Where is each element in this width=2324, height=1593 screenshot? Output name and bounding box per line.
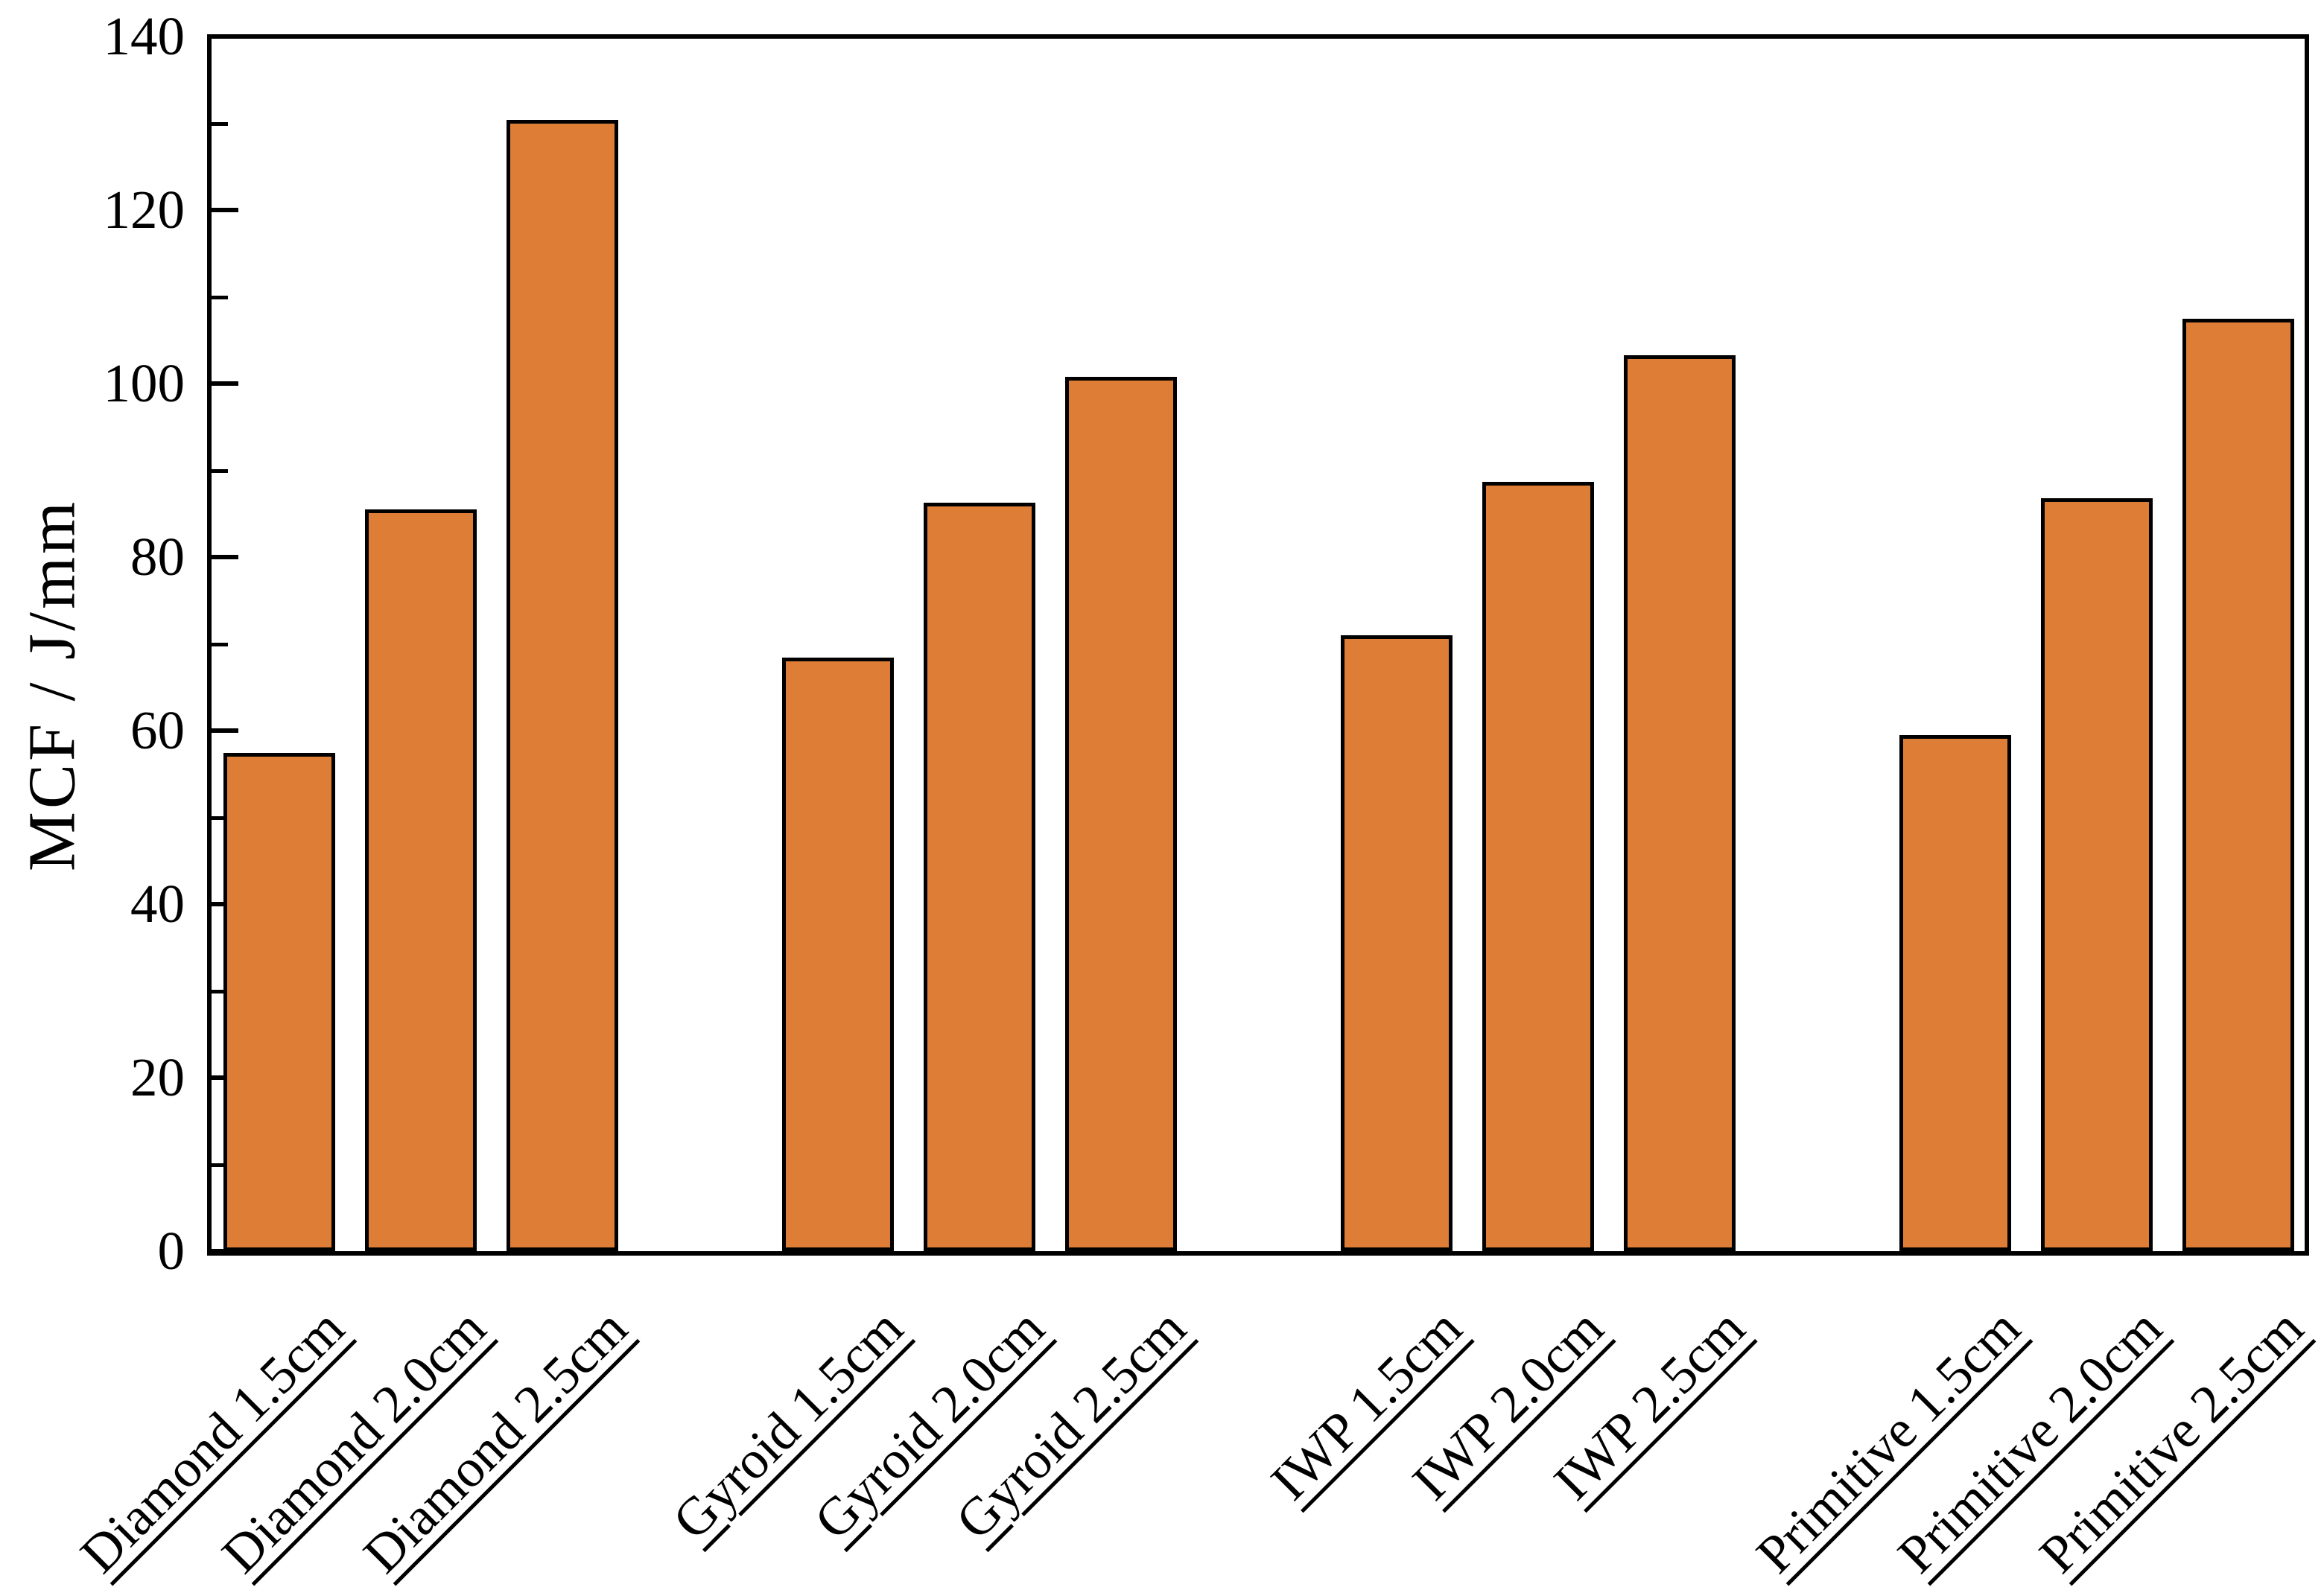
bar-diamond-1-5cm [223, 753, 335, 1251]
bar-diamond-2-0cm [365, 509, 477, 1251]
y-minor-tick [212, 121, 228, 126]
y-minor-tick [212, 815, 228, 820]
y-tick-label: 80 [130, 527, 185, 587]
y-minor-tick [212, 642, 228, 646]
y-tick-label: 60 [130, 700, 185, 760]
bar-iwp-2-0cm [1482, 481, 1594, 1251]
y-major-tick [212, 34, 238, 39]
bar-diamond-2-5cm [507, 119, 618, 1251]
bar-gyroid-2-5cm [1065, 376, 1177, 1251]
bar-iwp-1-5cm [1341, 635, 1452, 1251]
y-tick-label: 20 [130, 1047, 185, 1107]
y-major-tick [212, 555, 238, 559]
bar-gyroid-2-0cm [924, 502, 1035, 1251]
bar-iwp-2-5cm [1624, 354, 1736, 1251]
y-tick-label: 0 [157, 1221, 185, 1281]
y-minor-tick [212, 989, 228, 993]
y-major-tick [212, 381, 238, 386]
y-major-tick [212, 208, 238, 212]
y-minor-tick [212, 468, 228, 473]
y-minor-tick [212, 1163, 228, 1167]
y-tick-label: 120 [103, 179, 185, 240]
bar-primitive-1-5cm [1899, 734, 2011, 1251]
y-minor-tick [212, 295, 228, 299]
y-tick-label: 140 [103, 6, 185, 66]
y-major-tick [212, 1249, 238, 1253]
bar-gyroid-1-5cm [782, 658, 894, 1251]
bar-primitive-2-0cm [2041, 497, 2153, 1251]
y-tick-label: 40 [130, 874, 185, 934]
y-tick-label: 100 [103, 353, 185, 413]
bar-primitive-2-5cm [2182, 318, 2294, 1251]
y-major-tick [212, 728, 238, 733]
